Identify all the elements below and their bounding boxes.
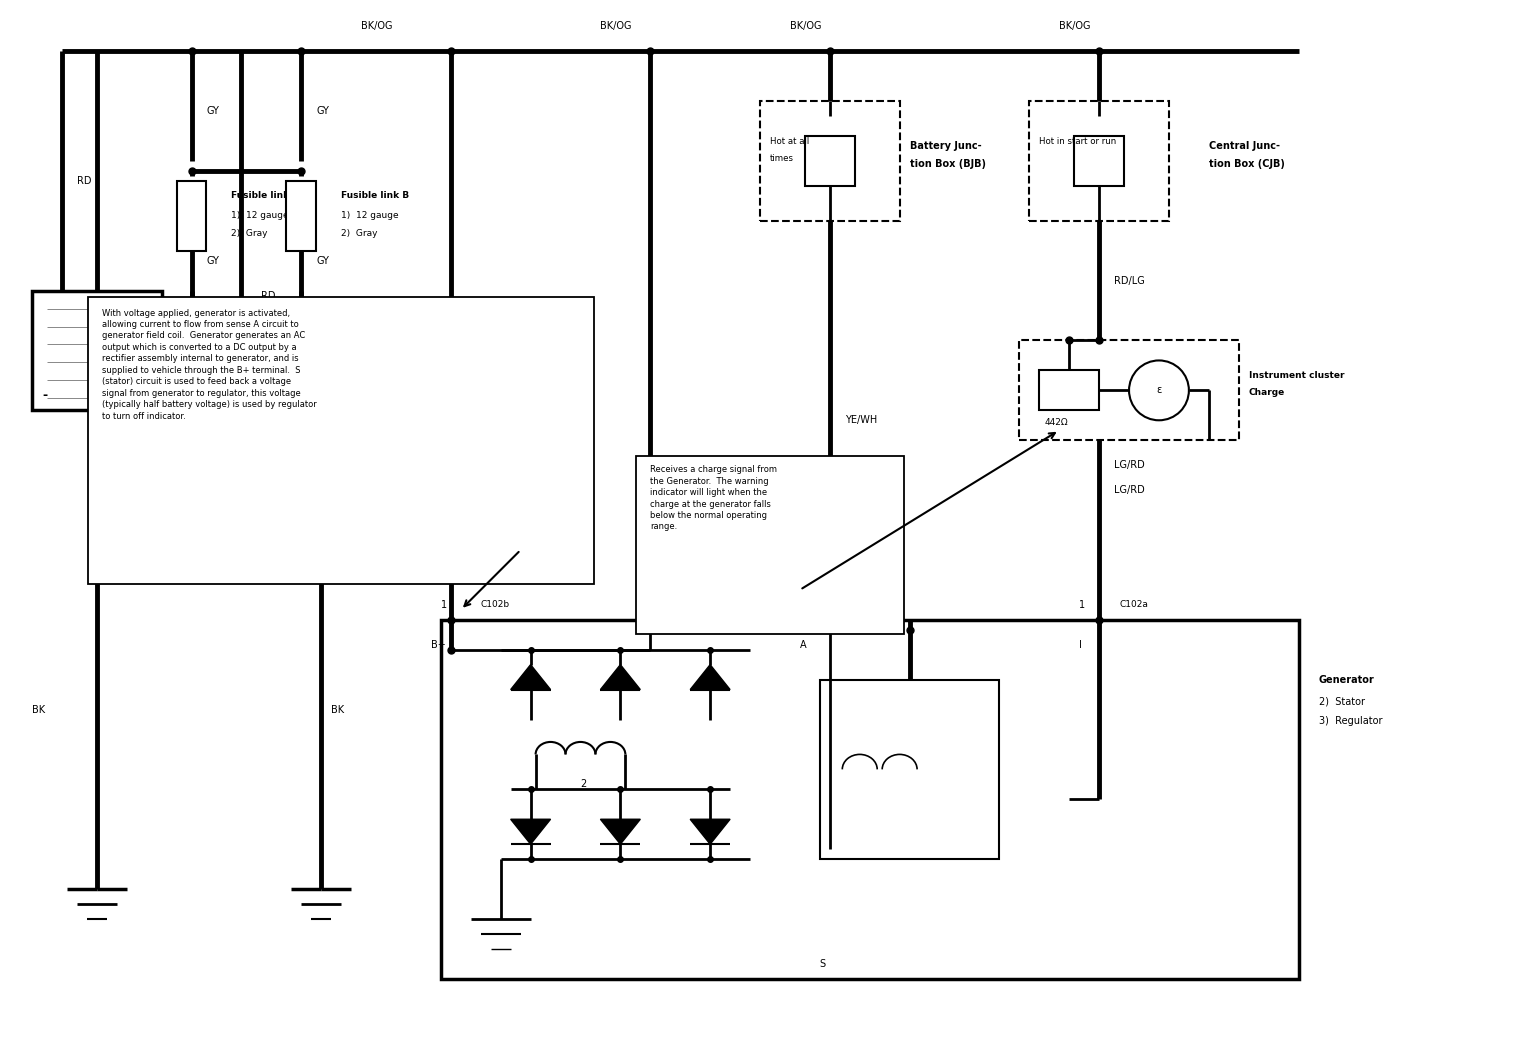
- Text: GY: GY: [206, 106, 220, 117]
- Text: tion Box (BJB): tion Box (BJB): [909, 159, 986, 169]
- Text: BK/OG: BK/OG: [361, 21, 393, 32]
- Text: A: A: [799, 639, 807, 650]
- Text: S: S: [821, 959, 827, 969]
- Text: BK/OG: BK/OG: [1059, 21, 1091, 32]
- Text: BK: BK: [332, 705, 344, 714]
- Text: -: -: [41, 389, 47, 402]
- FancyBboxPatch shape: [805, 136, 854, 186]
- FancyBboxPatch shape: [636, 456, 903, 634]
- Text: LG/RD: LG/RD: [1114, 485, 1144, 495]
- Text: 3)  Regulator: 3) Regulator: [1319, 717, 1381, 726]
- Text: Fusible link A: Fusible link A: [231, 192, 299, 200]
- Text: 2)  Stator: 2) Stator: [1319, 696, 1365, 707]
- Text: I: I: [1079, 639, 1082, 650]
- Text: YE/WH: YE/WH: [845, 416, 877, 425]
- Text: Instrument cluster: Instrument cluster: [1248, 371, 1345, 379]
- Text: 3: 3: [799, 600, 807, 609]
- Text: ε: ε: [1157, 386, 1161, 395]
- Text: 1: 1: [1079, 600, 1085, 609]
- Text: YE/WH: YE/WH: [840, 580, 872, 589]
- Text: Fusible link B: Fusible link B: [341, 192, 410, 200]
- Text: not used: not used: [735, 506, 775, 514]
- Text: BK/OG: BK/OG: [790, 21, 822, 32]
- Text: 1)  12 gauge: 1) 12 gauge: [341, 211, 399, 220]
- FancyBboxPatch shape: [177, 181, 206, 251]
- Text: Battery: Battery: [182, 325, 223, 336]
- Text: LG/RD: LG/RD: [1114, 460, 1144, 471]
- Text: GY: GY: [316, 106, 329, 117]
- Text: 2: 2: [581, 779, 587, 790]
- Text: B+: B+: [431, 639, 446, 650]
- Polygon shape: [691, 819, 730, 844]
- FancyBboxPatch shape: [286, 181, 316, 251]
- Text: Starter motor: Starter motor: [290, 356, 351, 365]
- Text: Generator: Generator: [1319, 674, 1374, 685]
- Text: Receives a charge signal from
the Generator.  The warning
indicator will light w: Receives a charge signal from the Genera…: [651, 465, 778, 531]
- Polygon shape: [691, 665, 730, 690]
- Text: +: +: [136, 299, 147, 312]
- Text: 2)  Gray: 2) Gray: [341, 229, 377, 239]
- Text: BK/OG: BK/OG: [601, 21, 633, 32]
- FancyBboxPatch shape: [1039, 370, 1099, 410]
- Text: RD: RD: [76, 176, 92, 186]
- Text: C102a: C102a: [1118, 600, 1148, 609]
- Text: GY: GY: [316, 255, 329, 266]
- Text: box: box: [510, 354, 527, 363]
- Text: Charge: Charge: [1248, 388, 1285, 396]
- Text: Hot in start or run: Hot in start or run: [1039, 137, 1117, 145]
- Text: Central Junc-: Central Junc-: [1209, 141, 1280, 151]
- Text: tion Box (CJB): tion Box (CJB): [1209, 159, 1285, 169]
- FancyBboxPatch shape: [87, 297, 594, 584]
- Text: BK: BK: [32, 705, 44, 714]
- Text: Hot at all: Hot at all: [770, 137, 810, 145]
- Text: C102b: C102b: [481, 600, 510, 609]
- FancyBboxPatch shape: [1074, 136, 1125, 186]
- Text: 1: 1: [442, 600, 448, 609]
- Text: times: times: [770, 155, 795, 163]
- Polygon shape: [510, 665, 550, 690]
- Text: GY: GY: [206, 255, 220, 266]
- Text: 442Ω: 442Ω: [1044, 418, 1068, 427]
- Polygon shape: [601, 665, 640, 690]
- Text: RD/LG: RD/LG: [1114, 276, 1144, 285]
- Text: RD: RD: [261, 290, 277, 301]
- Text: With voltage applied, generator is activated,
allowing current to flow from sens: With voltage applied, generator is activ…: [102, 308, 316, 421]
- Text: Battery Junc-: Battery Junc-: [909, 141, 981, 151]
- Text: 1)  12 gauge: 1) 12 gauge: [231, 211, 289, 220]
- Text: Stud, junction: Stud, junction: [510, 336, 575, 344]
- Polygon shape: [601, 819, 640, 844]
- Text: 2)  Gray: 2) Gray: [231, 229, 267, 239]
- Polygon shape: [510, 819, 550, 844]
